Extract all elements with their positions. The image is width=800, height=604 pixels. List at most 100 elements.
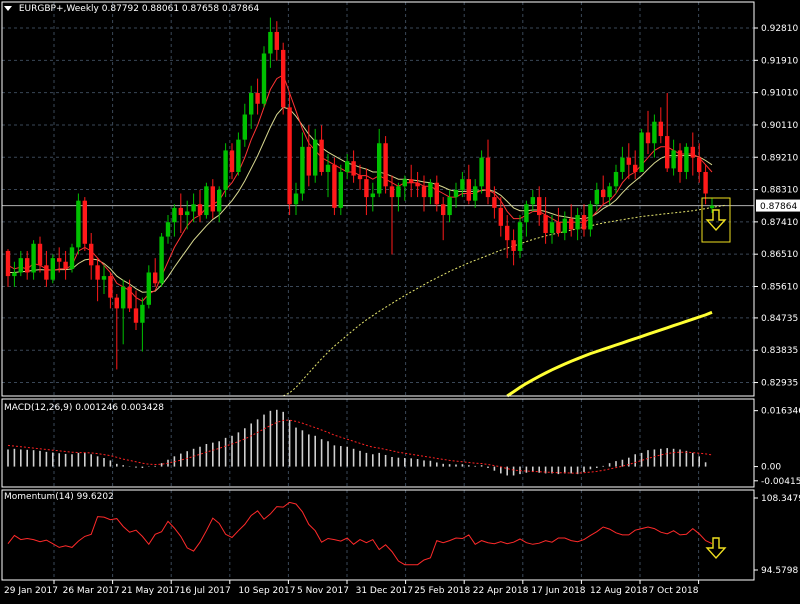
candle-body [255,92,260,104]
candle-body [588,204,593,230]
current-price-box [756,199,800,212]
candle-body [581,215,587,230]
ohlc-label: 0.87792 0.88061 0.87658 0.87864 [101,4,260,14]
candle-body [684,146,689,172]
candle-body [421,186,427,198]
candle-body [18,258,23,273]
candle-body [447,197,452,216]
candle-body [300,146,305,194]
candle-body [178,207,183,216]
dropdown-triangle-icon[interactable] [4,6,12,11]
candle-body [293,193,299,205]
candle-body [345,161,350,172]
candle-body [159,236,164,284]
time-tick-label: 16 Jul 2017 [180,586,231,596]
candle-body [153,272,158,284]
candle-body [396,186,401,198]
candle-body [485,157,491,198]
candle-body [607,186,612,198]
candle-body [133,308,139,323]
price-tick-label: 0.91010 [761,89,798,99]
candle-body [127,286,132,309]
candle-body [549,222,555,234]
time-tick-label: 31 Dec 2017 [356,586,414,596]
momentum-line [7,501,713,566]
candle-body [95,265,100,280]
candle-body [543,215,548,234]
candle-body [338,171,343,208]
candle-body [197,204,203,216]
time-tick-label: 26 Mar 2017 [63,586,120,596]
candle-body [82,200,87,244]
candle-body [415,182,420,187]
candle-body [5,250,11,277]
candle-body [703,171,708,194]
candle-body [76,200,81,248]
candle-body [517,222,523,251]
candle-body [191,204,196,212]
candle-body [562,218,567,234]
candle-body [377,143,382,194]
candle-body [402,179,407,187]
candle-body [325,164,331,172]
candle-body [287,107,292,205]
candle-body [460,179,465,190]
candle-body [229,150,235,172]
annotation-box [701,197,731,243]
grid [2,2,754,580]
candle-body [57,258,62,262]
candle-body [620,157,625,172]
price-tick-label: 0.90110 [761,121,798,131]
candle-body [37,243,43,266]
price-tick-label: 0.84735 [761,314,798,324]
candle-body [63,261,68,269]
candle-body [473,186,478,201]
candle-body [313,139,318,176]
time-tick-label: 21 May 2017 [121,586,180,596]
candle-body [569,218,574,230]
candle-body [25,258,30,273]
candle-body [652,121,657,144]
candle-body [108,276,113,298]
candle-body [101,276,107,280]
candle-body [709,205,715,209]
candle-body [249,92,254,115]
price-tick-label: 0.92810 [761,24,798,34]
momentum-tick-label: 94.5798 [761,566,798,576]
candle-body [12,272,17,277]
time-tick-label: 12 Aug 2018 [590,586,648,596]
price-panel[interactable] [2,17,754,398]
momentum-panel[interactable] [7,501,727,566]
candle-body [217,189,222,212]
time-tick-label: 25 Feb 2018 [414,586,470,596]
candle-body [261,53,267,104]
macd-label: MACD(12,26,9) 0.001246 0.003428 [4,403,164,413]
candle-body [357,175,363,180]
candle-body [121,286,126,309]
candle-body [389,186,395,198]
candle-body [492,197,497,208]
ma-dotted-line [282,204,725,397]
ma-slow-line [8,106,713,293]
candle-body [114,297,119,309]
time-tick-label: 5 Nov 2017 [297,586,349,596]
candle-body [268,31,273,54]
price-tick-label: 0.82935 [761,379,798,389]
macd-panel[interactable] [7,409,713,476]
momentum-label: Momentum(14) 99.6202 [4,492,114,502]
candle-body [210,186,215,212]
candle-body [409,179,414,183]
candle-body [332,164,337,208]
candle-body [319,139,324,172]
candle-body [172,207,177,223]
macd-tick-label: 0.016346 [761,407,800,417]
candle-body [671,150,676,169]
candle-body [165,222,171,237]
ma-long-line [506,310,713,398]
symbol-header: EURGBP+,Weekly 0.87792 0.88061 0.87658 0… [4,4,259,14]
candle-body [453,189,459,198]
time-tick-label: 22 Apr 2018 [473,586,529,596]
candle-body [524,204,529,223]
candle-body [511,240,516,251]
